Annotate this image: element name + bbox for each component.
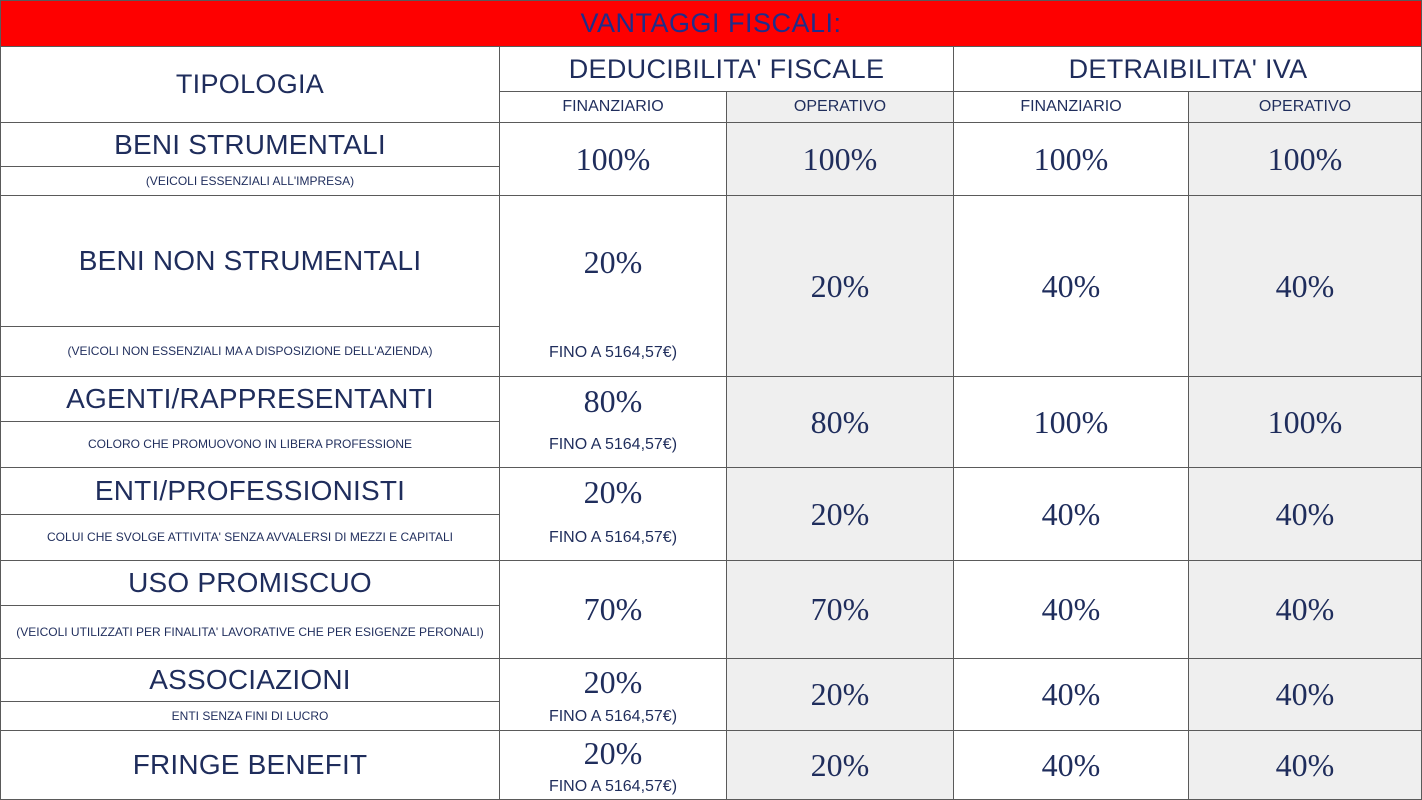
row-category: AGENTI/RAPPRESENTANTI <box>66 383 434 414</box>
row-ded-fin-value: 20% <box>583 473 643 510</box>
row-det-fin-value: 40% <box>1041 746 1101 783</box>
row-ded-op-value: 20% <box>810 267 870 304</box>
row-category: BENI NON STRUMENTALI <box>78 245 422 276</box>
row-description: COLUI CHE SVOLGE ATTIVITA' SENZA AVVALER… <box>47 530 453 544</box>
row-category: BENI STRUMENTALI <box>114 128 386 160</box>
row-ded-op-value: 20% <box>810 495 870 532</box>
row-det-fin-value: 100% <box>1033 140 1109 177</box>
header-ded-finanziario: FINANZIARIO <box>562 98 664 115</box>
row-ded-op-value: 100% <box>802 140 878 177</box>
row-description: COLORO CHE PROMUOVONO IN LIBERA PROFESSI… <box>87 437 413 451</box>
row-ded-op-value: 80% <box>810 403 870 440</box>
header-det-operativo: OPERATIVO <box>1258 98 1352 115</box>
row-ded-fin-value: 20% <box>583 243 643 280</box>
row-category: FRINGE BENEFIT <box>132 749 368 780</box>
row-det-op-value: 40% <box>1275 267 1335 304</box>
header-ded-operativo: OPERATIVO <box>793 98 887 115</box>
operativo-column-bg-ded <box>727 91 954 799</box>
row-category: USO PROMISCUO <box>128 567 372 598</box>
divider <box>1 376 1421 377</box>
row-det-fin-value: 40% <box>1041 495 1101 532</box>
row-det-fin-value: 100% <box>1033 403 1109 440</box>
row-description: (VEICOLI UTILIZZATI PER FINALITA' LAVORA… <box>16 624 484 639</box>
divider <box>1 701 499 702</box>
row-ded-op-value: 70% <box>810 591 870 627</box>
row-ded-op-value: 20% <box>810 746 870 783</box>
divider <box>1 605 499 606</box>
divider <box>1 730 1421 731</box>
divider <box>1 514 499 515</box>
divider <box>726 91 727 799</box>
row-ded-op-value: 20% <box>810 676 870 712</box>
row-ded-fin-value: 70% <box>583 591 643 627</box>
table-title: VANTAGGI FISCALI: <box>1 1 1421 47</box>
divider <box>499 91 1421 92</box>
header-det-finanziario: FINANZIARIO <box>1020 98 1122 115</box>
row-det-op-value: 100% <box>1267 140 1343 177</box>
divider <box>1 467 1421 468</box>
divider <box>499 47 500 799</box>
operativo-column-bg-det <box>1189 91 1421 799</box>
divider <box>1 560 1421 561</box>
row-ded-fin-value: 20% <box>583 734 643 771</box>
row-det-op-value: 40% <box>1275 591 1335 627</box>
row-det-fin-value: 40% <box>1041 267 1101 304</box>
divider <box>1 421 499 422</box>
row-det-fin-value: 40% <box>1041 591 1101 627</box>
row-ded-fin-note: FINO A 5164,57€) <box>548 436 678 453</box>
row-category: ENTI/PROFESSIONISTI <box>94 475 406 506</box>
row-ded-fin-value: 20% <box>583 663 643 700</box>
row-ded-fin-note: FINO A 5164,57€) <box>548 708 678 725</box>
row-ded-fin-note: FINO A 5164,57€) <box>548 344 678 361</box>
row-ded-fin-note: FINO A 5164,57€) <box>548 529 678 546</box>
divider <box>1 166 499 167</box>
divider <box>1 658 1421 659</box>
row-det-fin-value: 40% <box>1041 676 1101 712</box>
row-description: (VEICOLI NON ESSENZIALI MA A DISPOSIZION… <box>67 344 433 358</box>
row-description: ENTI SENZA FINI DI LUCRO <box>171 708 329 723</box>
row-det-op-value: 40% <box>1275 676 1335 712</box>
divider <box>1 122 1421 123</box>
header-tipologia: TIPOLOGIA <box>175 69 325 99</box>
row-ded-fin-note: FINO A 5164,57€) <box>548 778 678 795</box>
row-det-op-value: 100% <box>1267 403 1343 440</box>
divider <box>1188 91 1189 799</box>
row-det-op-value: 40% <box>1275 746 1335 783</box>
row-det-op-value: 40% <box>1275 495 1335 532</box>
header-deducibilita: DEDUCIBILITA' FISCALE <box>568 53 885 84</box>
row-description: (VEICOLI ESSENZIALI ALL'IMPRESA) <box>145 173 355 188</box>
divider <box>1 195 1421 196</box>
divider <box>953 47 954 799</box>
row-ded-fin-value: 80% <box>583 382 643 419</box>
row-category: ASSOCIAZIONI <box>149 664 351 695</box>
divider <box>1 326 499 327</box>
row-ded-fin-value: 100% <box>575 140 651 177</box>
header-detraibilita: DETRAIBILITA' IVA <box>1068 53 1308 84</box>
